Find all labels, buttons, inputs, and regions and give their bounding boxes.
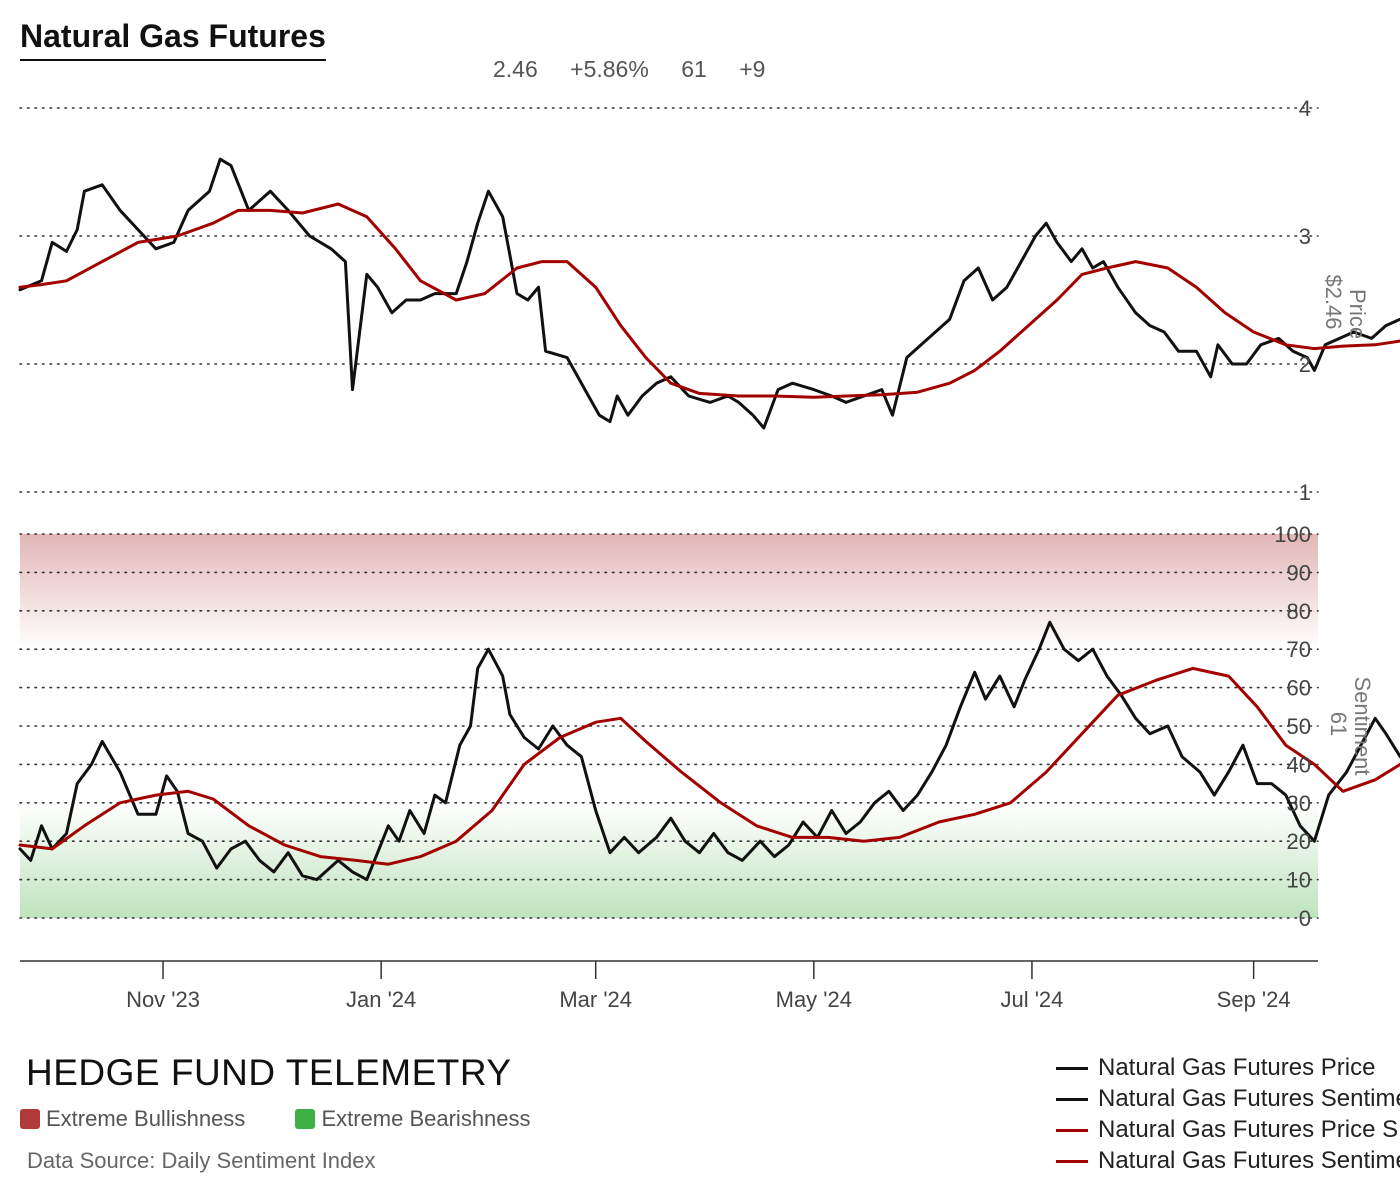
line-swatch-icon: [1056, 1160, 1088, 1164]
last-sentiment: 61: [681, 56, 707, 82]
x-tick-label: Mar '24: [559, 987, 632, 1012]
sentiment-tick-label: 10: [1287, 868, 1311, 893]
bearish-swatch-icon: [295, 1109, 316, 1129]
price-axis-value: $2.46: [1321, 274, 1346, 329]
sentiment-tick-label: 40: [1287, 752, 1311, 777]
price-tick-label: 3: [1299, 224, 1311, 249]
sentiment-tick-label: 100: [1274, 522, 1311, 547]
legend-price[interactable]: Natural Gas Futures Price: [1056, 1052, 1400, 1083]
legend-extreme-bearishness[interactable]: Extreme Bearishness: [295, 1106, 531, 1132]
legend-label: Natural Gas Futures Price: [1098, 1054, 1376, 1081]
zone-legend: Extreme Bullishness Extreme Bearishness: [20, 1106, 575, 1132]
sentiment-tick-label: 20: [1287, 829, 1311, 854]
legend-label: Natural Gas Futures Sentiment: [1098, 1085, 1400, 1112]
legend-label: Natural Gas Futures Price SMA: [1098, 1116, 1400, 1143]
legend-label: Extreme Bullishness: [46, 1106, 246, 1131]
sentiment-change: +9: [739, 56, 766, 82]
price-change: +5.86%: [570, 56, 649, 82]
x-tick-label: Nov '23: [126, 987, 200, 1012]
line-swatch-icon: [1056, 1067, 1088, 1071]
x-tick-label: Jul '24: [1000, 987, 1063, 1012]
legend-extreme-bullishness[interactable]: Extreme Bullishness: [20, 1106, 245, 1132]
sentiment-tick-label: 50: [1287, 714, 1311, 739]
brand-name: HEDGE FUND TELEMETRY: [26, 1052, 512, 1093]
line-swatch-icon: [1056, 1098, 1088, 1102]
sentiment-tick-label: 70: [1287, 637, 1311, 662]
price-tick-label: 2: [1299, 352, 1311, 377]
sentiment-axis-title: Sentiment: [1350, 676, 1375, 775]
legend-label: Extreme Bearishness: [321, 1106, 531, 1131]
price-sma-line: [18, 202, 1400, 399]
x-tick-label: Jan '24: [346, 987, 416, 1012]
sentiment-line: [18, 620, 1400, 882]
x-tick-label: May '24: [776, 987, 852, 1012]
legend-sentiment-sma[interactable]: Natural Gas Futures Sentiment SMA: [1056, 1145, 1400, 1176]
sentiment-sma-line: [18, 666, 1400, 866]
chart-title: Natural Gas Futures: [20, 18, 326, 61]
line-swatch-icon: [1056, 1129, 1088, 1133]
legend-label: Natural Gas Futures Sentiment SMA: [1098, 1147, 1400, 1174]
sentiment-tick-label: 60: [1287, 676, 1311, 701]
data-source: Data Source: Daily Sentiment Index: [27, 1148, 376, 1173]
sentiment-tick-label: 90: [1287, 560, 1311, 585]
x-tick-label: Sep '24: [1217, 987, 1291, 1012]
legend-price-sma[interactable]: Natural Gas Futures Price SMA: [1056, 1114, 1400, 1145]
legend-sentiment[interactable]: Natural Gas Futures Sentiment: [1056, 1083, 1400, 1114]
sentiment-tick-label: 80: [1287, 599, 1311, 624]
series-legend: Natural Gas Futures Price Natural Gas Fu…: [1056, 1052, 1400, 1176]
price-tick-label: 1: [1299, 480, 1311, 505]
price-axis-title: Price: [1345, 289, 1370, 339]
summary-stats: 2.46 +5.86% 61 +9: [493, 56, 791, 83]
price-tick-label: 4: [1299, 96, 1311, 121]
extreme-bullishness-zone: [20, 534, 1318, 650]
bullish-swatch-icon: [20, 1109, 40, 1129]
sentiment-tick-label: 30: [1287, 791, 1311, 816]
sentiment-tick-label: 0: [1299, 906, 1311, 931]
price-line: [18, 157, 1400, 430]
last-price: 2.46: [493, 56, 538, 82]
sentiment-axis-value: 61: [1326, 712, 1351, 736]
